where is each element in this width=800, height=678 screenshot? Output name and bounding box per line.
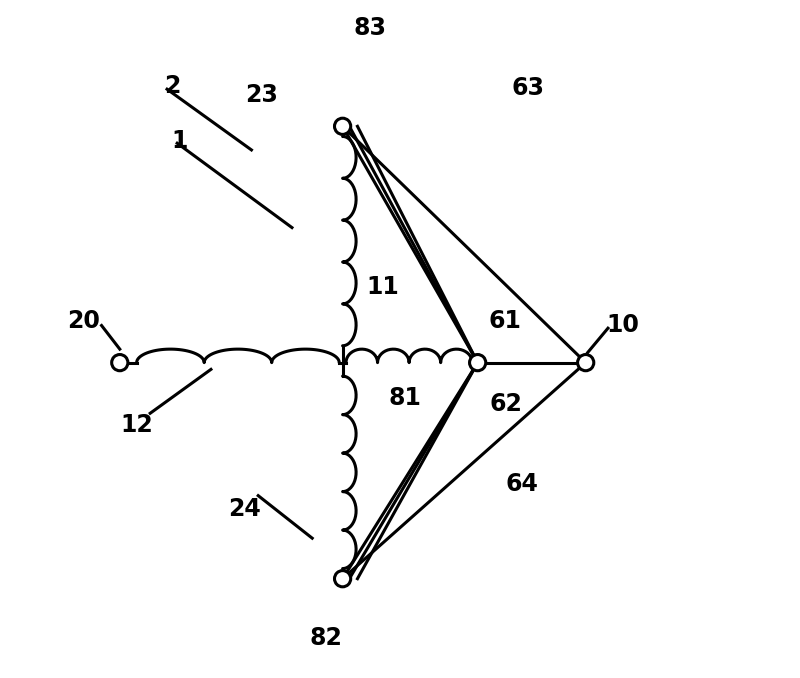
Circle shape xyxy=(470,355,486,371)
Text: 81: 81 xyxy=(389,386,422,410)
Text: 62: 62 xyxy=(490,393,522,416)
Text: 83: 83 xyxy=(353,16,386,41)
Circle shape xyxy=(578,355,594,371)
Text: 64: 64 xyxy=(505,472,538,496)
Text: 2: 2 xyxy=(164,74,181,98)
Text: 11: 11 xyxy=(366,275,399,299)
Text: 24: 24 xyxy=(228,497,261,521)
Circle shape xyxy=(334,118,350,134)
Text: 23: 23 xyxy=(245,83,278,106)
Text: 63: 63 xyxy=(512,76,545,100)
Text: 20: 20 xyxy=(67,308,101,333)
Circle shape xyxy=(112,355,128,371)
Text: 82: 82 xyxy=(310,626,342,650)
Text: 61: 61 xyxy=(488,308,521,333)
Text: 12: 12 xyxy=(120,413,153,437)
Text: 1: 1 xyxy=(171,129,187,153)
Circle shape xyxy=(334,571,350,586)
Text: 10: 10 xyxy=(606,313,639,338)
